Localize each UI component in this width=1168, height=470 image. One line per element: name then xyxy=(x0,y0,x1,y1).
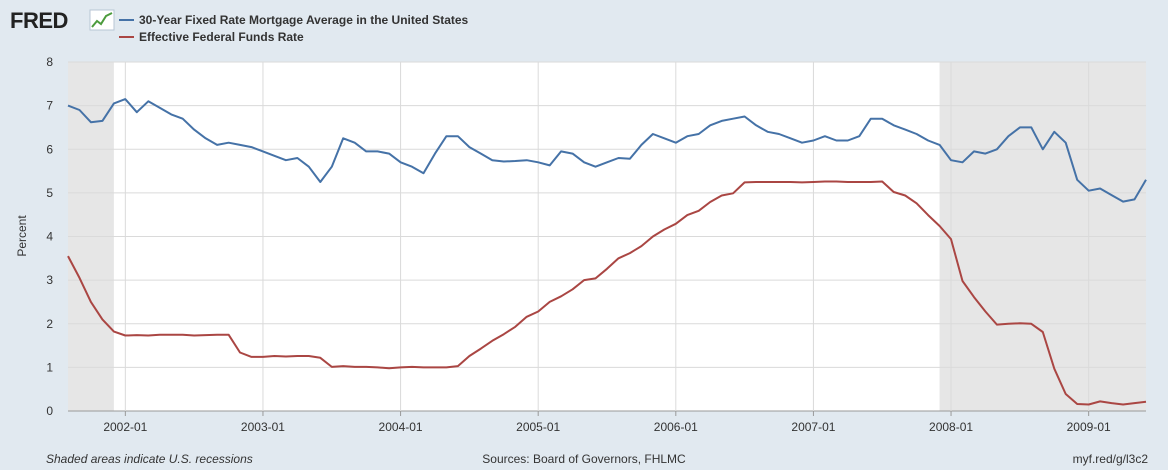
y-tick-label: 4 xyxy=(46,230,53,244)
x-tick-label: 2004-01 xyxy=(379,420,423,434)
gridlines xyxy=(68,61,1146,412)
series-line-mortgage xyxy=(67,98,1147,203)
y-tick-label: 2 xyxy=(46,317,53,331)
y-axis-label: Percent xyxy=(15,215,29,257)
y-tick-label: 6 xyxy=(46,142,53,156)
fred-logo[interactable]: FRED xyxy=(10,8,115,33)
x-tick-label: 2007-01 xyxy=(791,420,835,434)
y-tick-label: 3 xyxy=(46,273,53,287)
x-tick-label: 2003-01 xyxy=(241,420,285,434)
legend-label-fedfunds: Effective Federal Funds Rate xyxy=(139,30,304,44)
y-tick-label: 0 xyxy=(46,404,53,418)
y-tick-label: 1 xyxy=(46,360,53,374)
x-tick-label: 2005-01 xyxy=(516,420,560,434)
footer-short-url[interactable]: myf.red/g/l3c2 xyxy=(1073,452,1149,466)
x-axis-ticks: 2002-01 2003-01 2004-01 2005-01 2006-01 2007-… xyxy=(103,411,1111,434)
x-tick-label: 2009-01 xyxy=(1067,420,1111,434)
legend-label-mortgage: 30-Year Fixed Rate Mortgage Average in t… xyxy=(139,13,469,27)
footer-recession-note: Shaded areas indicate U.S. recessions xyxy=(46,452,253,466)
fred-logo-chart-icon xyxy=(89,9,115,31)
y-tick-label: 7 xyxy=(46,99,53,113)
x-tick-label: 2002-01 xyxy=(103,420,147,434)
legend: 30-Year Fixed Rate Mortgage Average in t… xyxy=(119,13,469,44)
y-tick-label: 5 xyxy=(46,186,53,200)
series-line-fedfunds xyxy=(67,180,1147,406)
y-axis-ticks: 0 1 2 3 4 5 6 7 8 xyxy=(46,55,53,418)
y-tick-label: 8 xyxy=(46,55,53,69)
x-tick-label: 2008-01 xyxy=(929,420,973,434)
footer-sources: Sources: Board of Governors, FHLMC xyxy=(482,452,686,466)
fred-logo-text: FRED xyxy=(10,8,68,33)
x-tick-label: 2006-01 xyxy=(654,420,698,434)
series-lines xyxy=(67,98,1147,406)
